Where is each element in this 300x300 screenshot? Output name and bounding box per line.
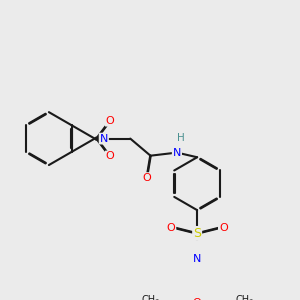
Text: CH₃: CH₃ (235, 295, 253, 300)
Text: O: O (167, 223, 176, 233)
Text: CH₃: CH₃ (141, 295, 159, 300)
Text: H: H (177, 133, 184, 143)
Text: S: S (193, 227, 201, 240)
Text: N: N (100, 134, 108, 144)
Text: O: O (106, 116, 114, 126)
Text: N: N (173, 148, 181, 158)
Text: O: O (106, 152, 114, 161)
Text: O: O (193, 298, 202, 300)
Text: O: O (142, 173, 151, 183)
Text: N: N (193, 254, 201, 264)
Text: O: O (219, 223, 228, 233)
